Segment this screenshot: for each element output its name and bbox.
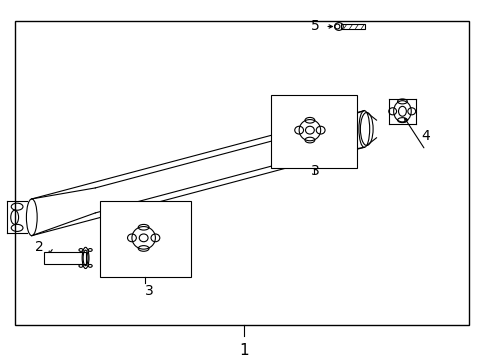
Bar — [271, 95, 356, 168]
Text: 3: 3 — [310, 164, 319, 178]
Text: 1: 1 — [239, 343, 249, 358]
Bar — [44, 252, 85, 264]
Bar — [15, 21, 468, 325]
Text: 4: 4 — [420, 129, 429, 143]
Bar — [340, 24, 365, 28]
Text: 3: 3 — [144, 284, 153, 298]
Text: 5: 5 — [310, 19, 319, 33]
Text: 2: 2 — [35, 240, 43, 254]
Bar — [100, 201, 190, 277]
